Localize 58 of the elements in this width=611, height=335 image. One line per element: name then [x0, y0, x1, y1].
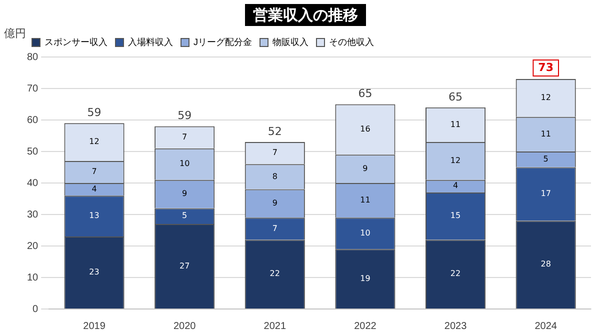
data-label: 28: [540, 260, 551, 269]
y-tick-label: 20: [27, 240, 39, 252]
y-tick-label: 70: [27, 83, 39, 94]
legend-label: 入場料収入: [128, 36, 173, 47]
y-tick-label: 10: [27, 272, 39, 284]
data-label: 10: [180, 159, 190, 168]
data-label: 11: [540, 129, 551, 138]
total-label: 59: [87, 106, 102, 120]
legend-label: 物販収入: [272, 36, 308, 47]
data-label: 22: [450, 269, 461, 278]
y-tick-label: 0: [32, 304, 39, 315]
data-label: 12: [450, 156, 461, 166]
data-label: 9: [362, 164, 368, 173]
data-label: 12: [540, 93, 551, 102]
data-label: 13: [89, 211, 100, 220]
data-label: 11: [360, 195, 370, 204]
total-label: 52: [268, 124, 282, 138]
data-label: 16: [360, 124, 370, 134]
total-label: 59: [178, 109, 192, 122]
data-label: 7: [272, 148, 278, 158]
data-label: 12: [89, 137, 100, 146]
legend-label: Jリーグ配分金: [194, 36, 252, 47]
total-label: 65: [358, 87, 372, 100]
data-label: 5: [543, 154, 548, 164]
data-label: 4: [452, 181, 458, 190]
x-tick-label: 2024: [534, 320, 558, 332]
data-label: 23: [89, 268, 100, 277]
data-label: 7: [92, 167, 97, 176]
data-label: 19: [360, 274, 370, 283]
x-tick-label: 2023: [444, 320, 468, 332]
data-label: 10: [360, 228, 370, 238]
y-tick-label: 80: [27, 52, 39, 63]
total-label: 65: [448, 90, 463, 104]
x-tick-label: 2021: [264, 320, 286, 332]
total-label: 73: [538, 60, 554, 74]
data-label: 5: [182, 211, 188, 220]
y-axis-title: 億円: [4, 26, 26, 41]
x-tick-label: 2022: [354, 320, 377, 332]
x-tick-label: 2019: [83, 320, 106, 332]
data-label: 17: [540, 189, 551, 198]
y-tick-label: 60: [27, 114, 39, 126]
data-label: 7: [272, 224, 278, 233]
x-tick-label: 2020: [173, 320, 196, 332]
data-label: 22: [270, 269, 280, 278]
y-tick-label: 50: [27, 146, 39, 158]
data-label: 9: [182, 189, 188, 198]
y-tick-label: 40: [27, 178, 39, 189]
data-label: 4: [92, 184, 97, 194]
data-label: 8: [272, 172, 278, 181]
legend-label: スポンサー収入: [44, 36, 108, 47]
y-tick-label: 30: [27, 209, 39, 220]
data-label: 27: [180, 261, 190, 270]
legend-label: その他収入: [329, 36, 374, 47]
data-label: 7: [182, 132, 188, 142]
data-label: 11: [450, 120, 461, 129]
data-label: 9: [272, 198, 278, 208]
data-label: 15: [450, 211, 461, 220]
chart-title: 営業収入の推移: [245, 4, 366, 26]
